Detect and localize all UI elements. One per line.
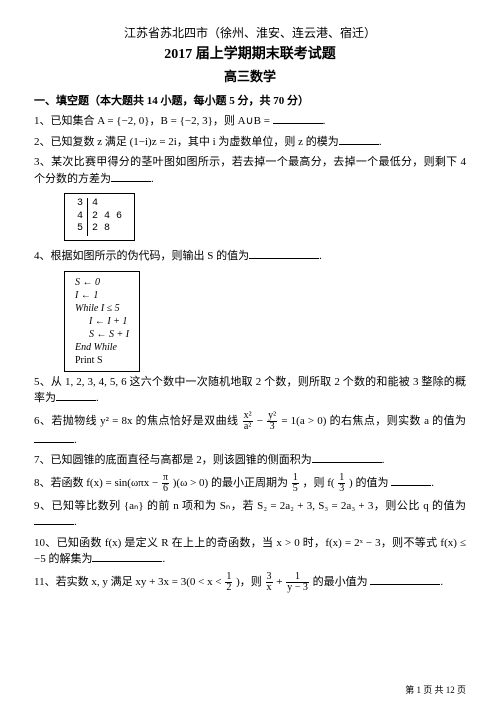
question-11: 11、若实数 x, y 满足 xy + 3x = 3(0 < x < 12 )，… bbox=[34, 572, 466, 593]
numerator: 1 bbox=[338, 473, 345, 484]
code-line: S ← 0 bbox=[75, 277, 100, 288]
blank bbox=[273, 113, 323, 124]
denominator: 2 bbox=[225, 583, 232, 593]
q4-post: . bbox=[319, 250, 322, 262]
denominator: 3 bbox=[338, 484, 345, 494]
q7-post: . bbox=[382, 454, 385, 466]
stem-leaf-plot: 34 42 4 6 52 8 bbox=[64, 193, 135, 241]
denominator: y − 3 bbox=[286, 583, 309, 593]
code-line: I ← 1 bbox=[75, 290, 98, 301]
q11-mid3: 的最小值为 bbox=[313, 576, 368, 588]
q6-mid: = 1(a > 0) 的右焦点，则实数 a 的值为 bbox=[281, 415, 466, 427]
code-line: S ← S + I bbox=[75, 328, 129, 341]
blank bbox=[339, 134, 379, 145]
question-8: 8、若函数 f(x) = sin(ωπx − π6 )(ω > 0) 的最小正周… bbox=[34, 473, 466, 494]
fraction: π6 bbox=[162, 473, 169, 494]
leaves: 2 8 bbox=[88, 223, 127, 236]
denominator: x bbox=[266, 583, 273, 593]
q8-mid2: ，则 f( bbox=[302, 477, 334, 489]
q11-mid2: + bbox=[276, 576, 285, 588]
q6-post: . bbox=[74, 434, 77, 446]
q5-post: . bbox=[96, 392, 99, 404]
fraction: 13 bbox=[338, 473, 345, 494]
fraction: y²3 bbox=[267, 411, 277, 432]
numerator: 1 bbox=[225, 572, 232, 583]
blank bbox=[34, 432, 74, 443]
code-line: Print S bbox=[75, 355, 103, 366]
q11-mid1: )，则 bbox=[236, 576, 264, 588]
fraction: 12 bbox=[225, 572, 232, 593]
stem: 4 bbox=[73, 211, 88, 224]
blank bbox=[92, 551, 162, 562]
denominator: a² bbox=[243, 422, 253, 432]
q3-post: . bbox=[151, 173, 154, 185]
numerator: π bbox=[162, 473, 169, 484]
fraction: x²a² bbox=[243, 411, 253, 432]
question-2: 2、已知复数 z 满足 (1−i)z = 2i，其中 i 为虚数单位，则 z 的… bbox=[34, 134, 466, 151]
leaves: 4 bbox=[88, 198, 127, 211]
q3-text: 3、某次比赛甲得分的茎叶图如图所示，若去掉一个最高分，去掉一个最低分，则剩下 4… bbox=[34, 156, 466, 185]
exam-subject: 高三数学 bbox=[34, 67, 466, 87]
section-title: 一、填空题（本大题共 14 小题，每小题 5 分，共 70 分） bbox=[34, 93, 466, 110]
denominator: 3 bbox=[267, 422, 277, 432]
q1-post: . bbox=[323, 115, 326, 127]
numerator: 1 bbox=[286, 572, 309, 583]
exam-title: 2017 届上学期期末联考试题 bbox=[34, 44, 466, 65]
question-9: 9、已知等比数列 {aₙ} 的前 n 项和为 Sₙ，若 S₂ = 2a₂ + 3… bbox=[34, 498, 466, 531]
question-6: 6、若抛物线 y² = 8x 的焦点恰好是双曲线 x²a² − y²3 = 1(… bbox=[34, 411, 466, 449]
question-10: 10、已知函数 f(x) 是定义 R 在上上的奇函数，当 x > 0 时，f(x… bbox=[34, 535, 466, 568]
page-footer: 第 1 页 共 12 页 bbox=[405, 683, 466, 696]
stem-row: 42 4 6 bbox=[73, 211, 126, 224]
question-1: 1、已知集合 A = {−2, 0}，B = {−2, 3}，则 A∪B = . bbox=[34, 113, 466, 130]
q9-text: 9、已知等比数列 {aₙ} 的前 n 项和为 Sₙ，若 S₂ = 2a₂ + 3… bbox=[34, 500, 466, 512]
fraction: 3x bbox=[266, 572, 273, 593]
q1-text: 1、已知集合 A = {−2, 0}，B = {−2, 3}，则 A∪B = bbox=[34, 115, 273, 127]
blank bbox=[56, 390, 96, 401]
blank bbox=[34, 514, 74, 525]
stem: 5 bbox=[73, 223, 88, 236]
question-4: 4、根据如图所示的伪代码，则输出 S 的值为. bbox=[34, 248, 466, 265]
code-line: End While bbox=[75, 342, 117, 353]
q8-mid1: )(ω > 0) 的最小正周期为 bbox=[173, 477, 291, 489]
stem-row: 52 8 bbox=[73, 223, 126, 236]
q9-post: . bbox=[74, 516, 77, 528]
q6-pre: 6、若抛物线 y² = 8x 的焦点恰好是双曲线 bbox=[34, 415, 242, 427]
pseudocode-box: S ← 0 I ← 1 While I ≤ 5 I ← I + 1 S ← S … bbox=[64, 271, 140, 372]
leaves: 2 4 6 bbox=[88, 211, 127, 224]
numerator: x² bbox=[243, 411, 253, 422]
numerator: 1 bbox=[292, 473, 299, 484]
q4-text: 4、根据如图所示的伪代码，则输出 S 的值为 bbox=[34, 250, 249, 262]
code-line: I ← I + 1 bbox=[75, 315, 129, 328]
numerator: y² bbox=[267, 411, 277, 422]
q2-text: 2、已知复数 z 满足 (1−i)z = 2i，其中 i 为虚数单位，则 z 的… bbox=[34, 136, 339, 148]
blank bbox=[111, 171, 151, 182]
question-5: 5、从 1, 2, 3, 4, 5, 6 这六个数中一次随机地取 2 个数，则所… bbox=[34, 374, 466, 407]
blank bbox=[249, 248, 319, 259]
denominator: 6 bbox=[162, 484, 169, 494]
question-7: 7、已知圆锥的底面直径与高都是 2，则该圆锥的侧面积为. bbox=[34, 452, 466, 469]
stem-row: 34 bbox=[73, 198, 126, 211]
numerator: 3 bbox=[266, 572, 273, 583]
q10-post: . bbox=[162, 553, 165, 565]
fraction: 1y − 3 bbox=[286, 572, 309, 593]
stem: 3 bbox=[73, 198, 88, 211]
blank bbox=[370, 574, 440, 585]
question-3: 3、某次比赛甲得分的茎叶图如图所示，若去掉一个最高分，去掉一个最低分，则剩下 4… bbox=[34, 154, 466, 187]
q11-post: . bbox=[440, 576, 443, 588]
q7-text: 7、已知圆锥的底面直径与高都是 2，则该圆锥的侧面积为 bbox=[34, 454, 312, 466]
q8-pre: 8、若函数 f(x) = sin(ωπx − bbox=[34, 477, 161, 489]
q8-mid3: ) 的值为 bbox=[349, 477, 388, 489]
blank bbox=[391, 475, 431, 486]
blank bbox=[312, 452, 382, 463]
q11-pre: 11、若实数 x, y 满足 xy + 3x = 3(0 < x < bbox=[34, 576, 224, 588]
q2-post: . bbox=[379, 136, 382, 148]
q8-post: . bbox=[431, 477, 434, 489]
code-line: While I ≤ 5 bbox=[75, 303, 120, 314]
fraction: 15 bbox=[292, 473, 299, 494]
exam-region: 江苏省苏北四市（徐州、淮安、连云港、宿迁） bbox=[34, 24, 466, 42]
denominator: 5 bbox=[292, 484, 299, 494]
